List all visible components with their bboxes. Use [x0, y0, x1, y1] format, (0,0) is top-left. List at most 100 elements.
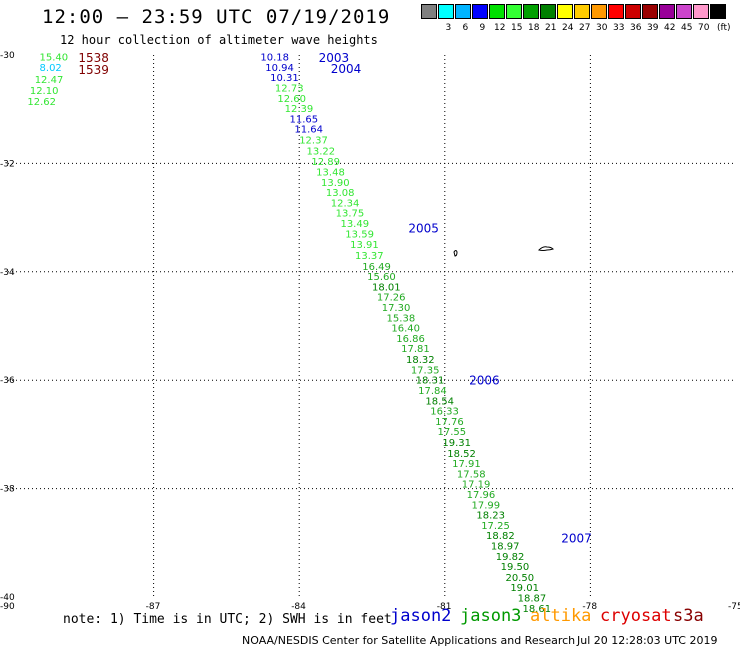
- legend-swatch: [421, 4, 437, 19]
- swh-value-label: 17.58: [457, 469, 486, 480]
- satellite-jason2: jason2: [390, 606, 452, 626]
- legend-label: 70: [698, 23, 710, 33]
- swh-value-label: 17.81: [401, 344, 430, 355]
- swh-value-label: 18.54: [425, 396, 454, 407]
- chart-title: 12:00 – 23:59 UTC 07/19/2019: [42, 6, 391, 28]
- swh-value-label: 12.10: [30, 86, 59, 97]
- legend-label: 27: [579, 23, 591, 33]
- pass-time-label: 2007: [561, 531, 592, 545]
- generated-timestamp: Jul 20 12:28:03 UTC 2019: [577, 634, 718, 647]
- swh-value-label: 17.30: [382, 303, 411, 314]
- legend-swatch: [625, 4, 641, 19]
- legend-swatch: [574, 4, 590, 19]
- satellite-cryosat: cryosat: [600, 606, 672, 626]
- legend-swatch: [506, 4, 522, 19]
- legend-swatch: [710, 4, 726, 19]
- swh-value-label: 13.08: [326, 188, 355, 199]
- lat-tick-label: -32: [0, 159, 15, 169]
- lon-tick-label: -84: [291, 602, 306, 612]
- swh-value-label: 18.61: [522, 604, 551, 615]
- pass-time-label: 2003: [319, 51, 350, 65]
- swh-value-label: 18.32: [406, 355, 435, 366]
- lat-tick-label: -38: [0, 485, 15, 495]
- legend-swatch: [540, 4, 556, 19]
- swh-value-label: 13.49: [340, 219, 369, 230]
- legend-swatch: [489, 4, 505, 19]
- lat-tick-label: -36: [0, 376, 15, 386]
- lat-tick-label: -34: [0, 268, 15, 278]
- legend-label: 3: [445, 23, 452, 33]
- swh-value-label: 15.38: [387, 313, 416, 324]
- legend-label: 42: [664, 23, 676, 33]
- swh-value-label: 17.55: [438, 427, 467, 438]
- swh-value-label: 20.50: [505, 573, 534, 584]
- lat-tick-label: -40: [0, 593, 15, 603]
- swh-value-label: 8.02: [40, 63, 62, 74]
- satellite-s3a: s3a: [673, 606, 704, 626]
- swh-value-label: 15.40: [40, 53, 69, 64]
- swh-value-label: 10.18: [260, 53, 289, 64]
- legend-unit: (ft): [717, 23, 731, 33]
- swh-value-label: 12.62: [27, 97, 56, 108]
- legend-label: 39: [647, 23, 659, 33]
- swh-value-label: 18.31: [416, 376, 445, 387]
- swh-value-label: 17.76: [435, 417, 464, 428]
- swh-value-label: 12.34: [331, 198, 360, 209]
- swh-value-label: 19.01: [510, 583, 539, 594]
- legend-swatch: [455, 4, 471, 19]
- swh-value-label: 16.49: [362, 262, 391, 273]
- lon-tick-label: -90: [0, 602, 15, 612]
- swh-value-label: 17.84: [418, 386, 447, 397]
- legend-label: 12: [494, 23, 506, 33]
- swh-value-label: 11.64: [294, 125, 323, 136]
- swh-value-label: 16.33: [430, 407, 459, 418]
- pass-time-label: 2006: [469, 374, 500, 388]
- satellite-altika: altika: [530, 606, 592, 626]
- chart-subtitle: 12 hour collection of altimeter wave hei…: [60, 33, 378, 47]
- swh-value-label: 13.75: [336, 209, 365, 220]
- swh-value-label: 13.48: [316, 168, 345, 179]
- legend-label: 36: [630, 23, 642, 33]
- swh-value-label: 19.50: [501, 562, 530, 573]
- swh-value-label: 18.97: [491, 542, 520, 553]
- swh-value-label: 16.40: [391, 324, 420, 335]
- lat-tick-label: -30: [0, 51, 15, 61]
- legend-label: 33: [613, 23, 625, 33]
- swh-value-label: 13.90: [321, 178, 350, 189]
- island-outline: [453, 250, 458, 257]
- legend-label: 9: [479, 23, 486, 33]
- swh-value-label: 17.19: [462, 480, 491, 491]
- swh-value-label: 18.01: [372, 282, 401, 293]
- swh-value-label: 10.94: [265, 63, 294, 74]
- legend-label: 18: [528, 23, 540, 33]
- footer-note: note: 1) Time is in UTC; 2) SWH is in fe…: [63, 612, 392, 627]
- legend-label: 15: [511, 23, 523, 33]
- swh-value-label: 12.47: [35, 75, 64, 86]
- swh-value-label: 19.82: [496, 552, 525, 563]
- swh-value-label: 18.82: [486, 531, 515, 542]
- legend-swatch: [642, 4, 658, 19]
- legend-label: 24: [562, 23, 574, 33]
- legend-swatch: [591, 4, 607, 19]
- legend-label: 6: [462, 23, 469, 33]
- swh-value-label: 19.31: [442, 438, 471, 449]
- pass-time-label: 1538: [78, 51, 109, 65]
- swh-value-label: 16.86: [396, 334, 425, 345]
- legend-swatch: [676, 4, 692, 19]
- swh-value-label: 13.37: [355, 251, 384, 262]
- legend-label: 45: [681, 23, 693, 33]
- swh-value-label: 17.91: [452, 459, 481, 470]
- pass-time-label: 2005: [408, 221, 439, 235]
- swh-value-label: 15.60: [367, 272, 396, 283]
- swh-value-label: 18.87: [518, 594, 547, 605]
- swh-value-label: 12.37: [299, 136, 328, 147]
- swh-value-label: 12.60: [277, 94, 306, 105]
- swh-value-label: 13.22: [306, 146, 335, 157]
- swh-value-label: 11.65: [289, 114, 318, 125]
- swh-value-label: 17.26: [377, 293, 406, 304]
- satellite-jason3: jason3: [460, 606, 522, 626]
- legend-swatch: [438, 4, 454, 19]
- legend-swatch: [608, 4, 624, 19]
- legend-swatch: [659, 4, 675, 19]
- lon-tick-label: -78: [582, 602, 597, 612]
